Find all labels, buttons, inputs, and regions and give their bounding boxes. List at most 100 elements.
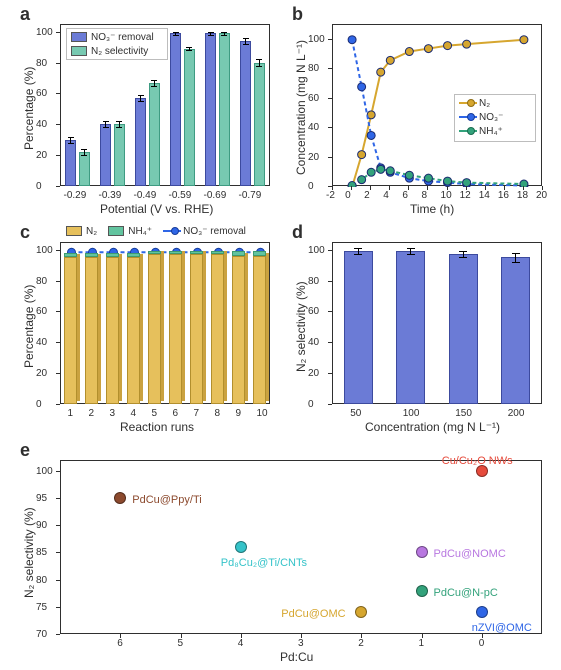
tick-mark <box>504 186 505 190</box>
tick-label: 16 <box>498 190 509 201</box>
tick-label: 2 <box>364 190 370 201</box>
tick-label: 6 <box>117 638 123 649</box>
tick-label: -2 <box>326 190 335 201</box>
error-cap <box>103 127 109 128</box>
tick-mark <box>328 342 332 343</box>
tick-label: 20 <box>36 150 47 161</box>
tick-label: 80 <box>36 58 47 69</box>
scatter-point <box>416 585 428 597</box>
axis-x-b: Time (h) <box>410 202 454 216</box>
tick-mark <box>427 186 428 190</box>
bar-n2-side <box>266 253 269 401</box>
error-cap <box>81 155 87 156</box>
bar-selectivity <box>219 33 230 186</box>
error-cap <box>208 35 214 36</box>
panel-label-d: d <box>292 222 303 243</box>
tick-label: 14 <box>479 190 490 201</box>
tick-mark <box>361 634 362 638</box>
error-cap <box>354 254 362 255</box>
bar-nh4 <box>148 251 161 254</box>
tick-mark <box>408 186 409 190</box>
tick-label: 0 <box>36 399 42 410</box>
bar-n2 <box>253 256 266 404</box>
tick-mark <box>328 39 332 40</box>
bar-d <box>449 254 478 404</box>
bar-n2 <box>148 254 161 404</box>
tick-mark <box>389 186 390 190</box>
tick-mark <box>328 250 332 251</box>
legend-a: NO₃⁻ removal N₂ selectivity <box>66 28 168 60</box>
tick-mark <box>56 32 60 33</box>
tick-mark <box>56 63 60 64</box>
legend-a-text-2: N₂ selectivity <box>91 46 148 57</box>
bar-n2-side <box>77 254 80 401</box>
tick-label: 1 <box>68 408 74 419</box>
tick-mark <box>328 373 332 374</box>
scatter-label: Cu/Cu₂O NWs <box>442 455 513 467</box>
bar-n2-side <box>98 254 101 401</box>
tick-label: 4 <box>383 190 389 201</box>
bar-n2-side <box>203 251 206 401</box>
tick-label: 85 <box>36 547 47 558</box>
axis-y-d: N₂ selectivity (%) <box>294 281 308 372</box>
tick-mark <box>56 373 60 374</box>
tick-mark <box>56 580 60 581</box>
legend-c-text-3: NO₃⁻ removal <box>183 226 246 237</box>
tick-label: 100 <box>308 245 325 256</box>
scatter-point <box>476 606 488 618</box>
panel-label-e: e <box>20 440 30 461</box>
tick-mark <box>542 186 543 190</box>
bar-nh4 <box>190 251 203 254</box>
tick-mark <box>447 186 448 190</box>
tick-label: 4 <box>238 638 244 649</box>
tick-mark <box>328 404 332 405</box>
tick-mark <box>56 634 60 635</box>
tick-label: 60 <box>308 93 319 104</box>
tick-label: 80 <box>308 276 319 287</box>
bar-selectivity <box>149 83 160 186</box>
bar-n2 <box>127 257 140 404</box>
error-cap <box>512 253 520 254</box>
tick-label: 2 <box>89 408 95 419</box>
bar-removal <box>100 124 111 186</box>
tick-label: 100 <box>36 245 53 256</box>
bar-nh4 <box>64 253 77 258</box>
tick-label: -0.59 <box>169 190 192 201</box>
tick-mark <box>181 634 182 638</box>
error-cap <box>81 149 87 150</box>
error-cap <box>208 32 214 33</box>
bar-selectivity <box>184 49 195 186</box>
tick-label: 2 <box>358 638 364 649</box>
bar-removal <box>205 33 216 186</box>
tick-mark <box>56 186 60 187</box>
error-cap <box>512 262 520 263</box>
tick-label: 90 <box>36 520 47 531</box>
legend-b: N₂ NO₃⁻ NH₄⁺ <box>454 94 536 142</box>
tick-mark <box>56 93 60 94</box>
tick-mark <box>328 311 332 312</box>
axis-x-a: Potential (V vs. RHE) <box>100 202 213 216</box>
tick-label: -0.79 <box>239 190 262 201</box>
tick-mark <box>56 607 60 608</box>
error-cap <box>138 95 144 96</box>
tick-label: 0 <box>479 638 485 649</box>
error-cap <box>243 44 249 45</box>
panel-label-c: c <box>20 222 30 243</box>
bar-nh4 <box>106 253 119 258</box>
tick-label: 60 <box>36 306 47 317</box>
scatter-label: PdCu@NOMC <box>434 548 506 560</box>
scatter-point <box>416 546 428 558</box>
tick-label: 80 <box>36 276 47 287</box>
legend-b-text-3: NH₄⁺ <box>479 126 503 137</box>
axis-y-c: Percentage (%) <box>22 285 36 368</box>
bar-n2 <box>211 254 224 404</box>
tick-label: 80 <box>308 63 319 74</box>
axis-x-e: Pd:Cu <box>280 650 313 664</box>
tick-label: 20 <box>36 368 47 379</box>
tick-mark <box>56 311 60 312</box>
tick-mark <box>328 281 332 282</box>
tick-mark <box>370 186 371 190</box>
legend-b-item-1: N₂ <box>459 97 531 111</box>
legend-b-item-3: NH₄⁺ <box>459 125 531 139</box>
bar-d <box>396 251 425 404</box>
